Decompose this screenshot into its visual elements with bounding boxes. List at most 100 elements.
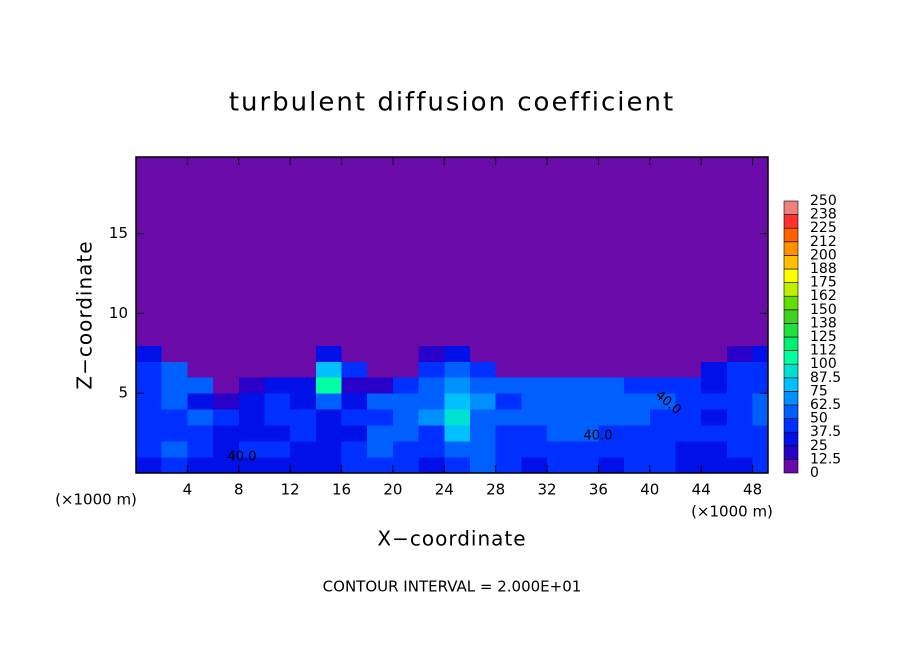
- cell: [547, 157, 574, 346]
- colorbar-box: [783, 282, 799, 297]
- cell: [547, 425, 574, 442]
- cell: [213, 409, 240, 426]
- cell: [392, 409, 420, 426]
- cell: [367, 457, 394, 473]
- cell: [649, 361, 677, 378]
- cell: [418, 393, 445, 410]
- cell: [341, 345, 368, 362]
- cell: [701, 157, 728, 346]
- cell: [444, 425, 471, 442]
- cell: [341, 457, 368, 473]
- cell: [624, 393, 651, 410]
- cell: [547, 361, 574, 378]
- x-tick-label: 40: [640, 481, 659, 499]
- cell: [187, 409, 214, 426]
- y-axis-label: Z−coordinate: [73, 240, 97, 389]
- cell: [598, 345, 625, 362]
- cell: [213, 377, 240, 394]
- colorbar-box: [783, 268, 799, 283]
- cell: [161, 377, 188, 394]
- cell: [418, 409, 445, 426]
- cell: [572, 377, 599, 394]
- cell: [649, 457, 677, 473]
- cell: [418, 345, 445, 362]
- cell: [701, 425, 728, 442]
- cell: [444, 409, 471, 426]
- cell: [521, 393, 548, 410]
- cell: [213, 345, 240, 362]
- cell: [290, 409, 317, 426]
- y-unit: (×1000 m): [55, 491, 137, 509]
- colorbar-label: 200: [810, 247, 837, 263]
- cell: [649, 157, 677, 346]
- colorbar-box: [783, 295, 799, 311]
- cell: [547, 393, 574, 410]
- cell: [367, 345, 394, 362]
- cell: [521, 441, 548, 458]
- cell: [521, 157, 548, 346]
- colorbar-box: [783, 377, 799, 392]
- cell: [469, 393, 497, 410]
- cell: [598, 377, 625, 394]
- colorbar-label: 250: [810, 193, 837, 209]
- cell: [161, 157, 188, 346]
- cell: [238, 409, 265, 426]
- cell: [213, 425, 240, 442]
- cell: [572, 157, 599, 346]
- colorbar-box: [783, 255, 799, 270]
- cell: [444, 157, 471, 346]
- cell: [701, 345, 728, 362]
- cell: [598, 361, 625, 378]
- cell: [572, 425, 599, 442]
- cell: [161, 409, 188, 426]
- cell: [701, 393, 728, 410]
- cell: [547, 457, 574, 473]
- cell: [213, 457, 240, 473]
- cell: [444, 441, 471, 458]
- cell: [495, 409, 522, 426]
- cell: [624, 441, 651, 458]
- cell: [187, 345, 214, 362]
- cell: [161, 361, 188, 378]
- cell: [264, 457, 291, 473]
- x-tick-label: 48: [743, 481, 762, 499]
- cell: [675, 425, 702, 442]
- cell: [547, 441, 574, 458]
- cell: [675, 393, 702, 410]
- cell: [701, 457, 728, 473]
- cell: [367, 425, 394, 442]
- cell: [290, 377, 317, 394]
- cell: [649, 377, 677, 394]
- cell: [598, 425, 625, 442]
- cell: [367, 393, 394, 410]
- cell: [649, 441, 677, 458]
- x-tick-label: 16: [332, 481, 351, 499]
- plot-frame: [135, 156, 769, 474]
- x-unit: (×1000 m): [691, 503, 773, 521]
- cell: [444, 377, 471, 394]
- cell: [264, 345, 291, 362]
- cell: [547, 377, 574, 394]
- colorbar-box: [783, 227, 799, 243]
- cell: [238, 345, 265, 362]
- cell: [213, 361, 240, 378]
- cell: [367, 377, 394, 394]
- cell: [161, 425, 188, 442]
- cell: [341, 157, 368, 346]
- cell: [315, 409, 343, 426]
- cell: [315, 157, 343, 346]
- contour-label: 40.0: [228, 450, 257, 465]
- cell: [495, 157, 522, 346]
- cell: [444, 361, 471, 378]
- cell: [367, 361, 394, 378]
- cell: [187, 441, 214, 458]
- cell: [701, 441, 728, 458]
- cell: [624, 457, 651, 473]
- colorbar-box: [783, 350, 799, 365]
- cell: [315, 393, 343, 410]
- cell: [624, 345, 651, 362]
- cell: [187, 393, 214, 410]
- y-tick-label: 15: [109, 224, 128, 242]
- colorbar-label: 37.5: [810, 424, 841, 440]
- x-tick-label: 32: [538, 481, 557, 499]
